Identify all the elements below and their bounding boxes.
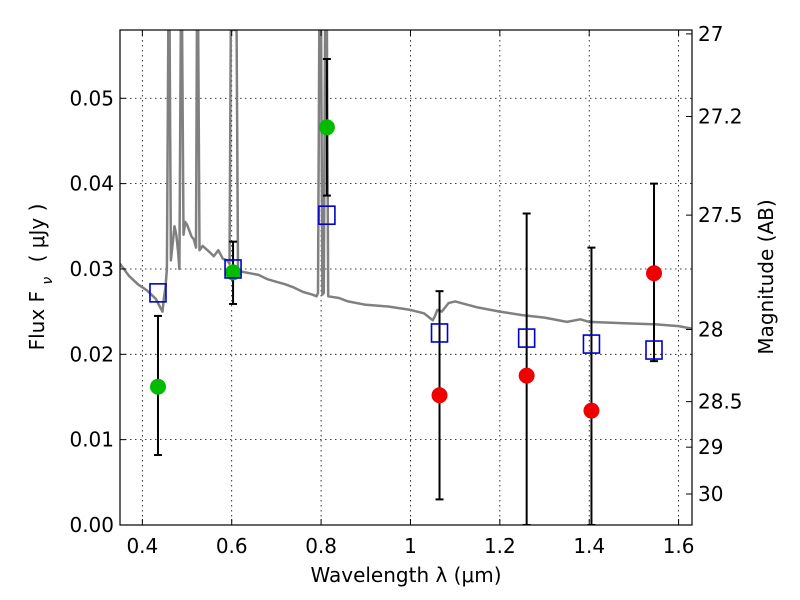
red-data-point: [431, 387, 448, 404]
model-square-point: [645, 340, 663, 360]
y2-tick-label: 27.5: [698, 203, 743, 227]
model-square-point: [430, 323, 449, 343]
tick-labels: 0.4 0.6 0.8 1 1.2 1.4 1.6 0.00 0.01 0.02 0.03 0.04 0…: [69, 22, 742, 558]
model-square-point: [582, 334, 601, 354]
green-data-point: [149, 378, 166, 395]
x-tick-label: 0.8: [305, 534, 337, 558]
model-square-point: [517, 328, 536, 348]
y2-tick-label: 27.2: [698, 105, 743, 129]
y-tick-label: 0.01: [69, 428, 114, 452]
x-tick-label: 0.4: [126, 534, 158, 558]
y-tick-label: 0.05: [69, 86, 114, 110]
green-data-point: [318, 119, 335, 136]
red-data-point: [518, 367, 535, 384]
axis-ticks: [120, 30, 692, 526]
y-axis-title-unit: ( μJy ): [25, 204, 49, 263]
y-axis-title-group: Flux F ν ( μJy ): [25, 204, 56, 351]
y2-axis-title: Magnitude (AB): [754, 199, 778, 354]
model-square-point: [149, 283, 167, 303]
green-data-point: [225, 264, 242, 281]
y2-tick-label: 28: [698, 317, 723, 341]
red-data-point: [646, 265, 663, 282]
y2-tick-label: 30: [698, 482, 723, 506]
y2-tick-label: 29: [698, 435, 723, 459]
y-axis-title-subscript: ν: [40, 277, 56, 285]
y-tick-label: 0.03: [69, 257, 114, 281]
y-tick-label: 0.04: [69, 172, 114, 196]
x-axis-title: Wavelength λ (μm): [310, 563, 501, 587]
x-tick-label: 1: [404, 534, 417, 558]
x-tick-label: 1.2: [484, 534, 516, 558]
x-tick-label: 0.6: [216, 534, 248, 558]
x-tick-label: 1.4: [573, 534, 605, 558]
y2-tick-label: 28.5: [698, 390, 743, 414]
model-square-point: [224, 259, 242, 279]
data-points: [149, 58, 663, 525]
plot-frame: [119, 29, 693, 526]
model-square-point: [318, 205, 336, 225]
x-tick-label: 1.6: [663, 534, 695, 558]
y2-axis-title-group: Magnitude (AB): [754, 199, 778, 354]
y-tick-label: 0.00: [69, 513, 114, 537]
y2-tick-label: 27: [698, 22, 723, 46]
red-data-point: [583, 402, 600, 419]
y-tick-label: 0.02: [69, 342, 114, 366]
y-axis-title-main: Flux F: [25, 291, 49, 350]
y-axis-title: Flux F ν ( μJy ): [25, 204, 56, 351]
